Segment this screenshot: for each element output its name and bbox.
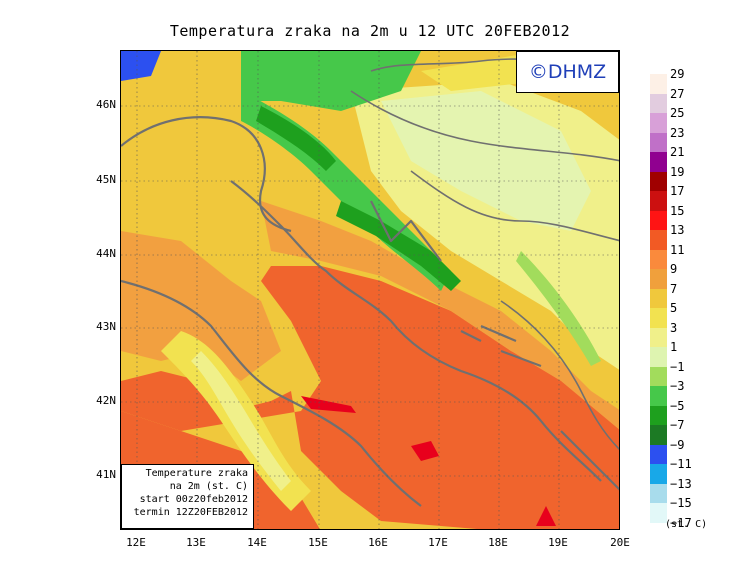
hot-spot-albania [536,506,556,526]
islands-north [370,200,442,262]
velebit-dark-green [336,201,461,291]
coast-croatia [230,180,602,482]
colorbar-swatch [650,327,667,347]
colorbar-tick-label: 11 [670,242,685,257]
colorbar-swatch [650,308,667,328]
coast-south [560,430,619,491]
colorbar-swatch [650,132,667,152]
colorbar-tick-label: 21 [670,145,685,159]
lat-lon-grid [121,51,619,529]
alps-green-zone [241,51,421,111]
coast-italy-north [121,116,292,233]
map-canvas [121,51,619,529]
border-croatia-bosnia [410,170,619,242]
info-line-2: na 2m (st. C) [169,481,248,492]
colorbar-tick-label: 9 [670,262,678,276]
colorbar-tick-label: 29 [670,67,685,81]
colorbar-tick-label: −17 [670,515,692,530]
colorbar-tick-label: 27 [670,86,685,101]
colorbar-tick-label: 5 [670,301,678,315]
coast-italy-adriatic [121,279,422,507]
islands-dalmatia [460,324,542,368]
coastlines [121,116,619,507]
colorbar-swatch [650,113,667,133]
colorbar-tick-label: −7 [670,418,685,432]
colorbar-tick-label: 1 [670,340,678,354]
lon-label: 17E [428,536,448,549]
colorbar-swatch [650,366,667,386]
colorbar-unit: (st. C) [665,519,708,530]
lon-label: 16E [368,536,388,549]
colorbar-tick-label: −11 [670,457,692,471]
colorbar-swatch [650,152,667,172]
hot-spot-adriatic [301,396,356,413]
temperature-map [120,50,620,530]
colorbar-tick-label: −13 [670,476,692,491]
lon-label: 14E [247,536,267,549]
colorbar-tick-label: 25 [670,106,685,120]
colorbar-swatch [650,191,667,211]
borders [350,58,619,451]
colorbar-swatch [650,386,667,406]
lon-label: 13E [186,536,206,549]
colorbar-tick-label: 23 [670,125,685,140]
colorbar-tick-label: 17 [670,184,685,198]
colorbar-swatch [650,444,667,464]
colorbar-tick-label: −15 [670,496,692,510]
colorbar-tick-label: 15 [670,203,685,218]
info-line-3: start 00z20feb2012 [139,494,248,505]
pannonian-light-zone [381,91,591,231]
colorbar-swatch [650,74,667,94]
lon-label: 12E [126,536,146,549]
map-title: Temperatura zraka na 2m u 12 UTC 20FEB20… [169,22,571,40]
hot-spot-south [411,441,439,461]
colorbar-tick-label: 13 [670,223,685,237]
colorbar-swatch [650,269,667,289]
lon-label: 19E [548,536,568,549]
map-info-box: Temperature zraka na 2m (st. C) start 00… [121,464,254,529]
lon-label: 18E [488,536,508,549]
colorbar-swatch [650,230,667,250]
colorbar-tick-label: −9 [670,437,685,452]
colorbar-swatch [650,210,667,230]
colorbar-swatch [650,347,667,367]
lat-label: 43N [96,320,116,333]
italy-coast-zone [121,231,281,381]
colorbar-swatch [650,425,667,445]
info-line-4: termin 12Z20FEB2012 [133,507,248,518]
dalmatian-coast-warm [261,201,619,430]
colorbar-tick-label: −3 [670,379,685,393]
lat-label: 46N [96,98,116,111]
border-bosnia-montenegro [500,300,619,451]
italy-interior-pale [191,351,291,491]
colorbar-swatch [650,171,667,191]
lat-label: 41N [96,468,116,481]
colorbar-swatch [650,483,667,503]
colorbar-swatch [650,464,667,484]
colorbar-tick-label: 19 [670,164,685,179]
lon-label: 20E [610,536,630,549]
sea-warm-zone [121,266,619,529]
colorbar-swatch [650,405,667,425]
colorbar-swatch [650,503,667,523]
lat-label: 44N [96,247,116,260]
colorbar-tick-label: 7 [670,281,678,296]
temperature-colorbar [650,74,667,523]
lon-label: 15E [308,536,328,549]
lat-label: 45N [96,173,116,186]
colorbar-tick-label: −1 [670,359,685,374]
lat-label: 42N [96,394,116,407]
colorbar-swatch [650,288,667,308]
colorbar-tick-label: 3 [670,320,678,335]
info-line-1: Temperature zraka [145,468,248,479]
dhmz-logo: ©DHMZ [516,51,619,93]
border-slovenia-croatia [350,90,619,162]
bosnia-green-strip [516,251,601,366]
colorbar-tick-label: −5 [670,398,685,413]
cold-blue-patch [121,51,161,81]
alpine-dark-green [256,106,336,171]
colorbar-swatch [650,249,667,269]
colorbar-swatch [650,93,667,113]
